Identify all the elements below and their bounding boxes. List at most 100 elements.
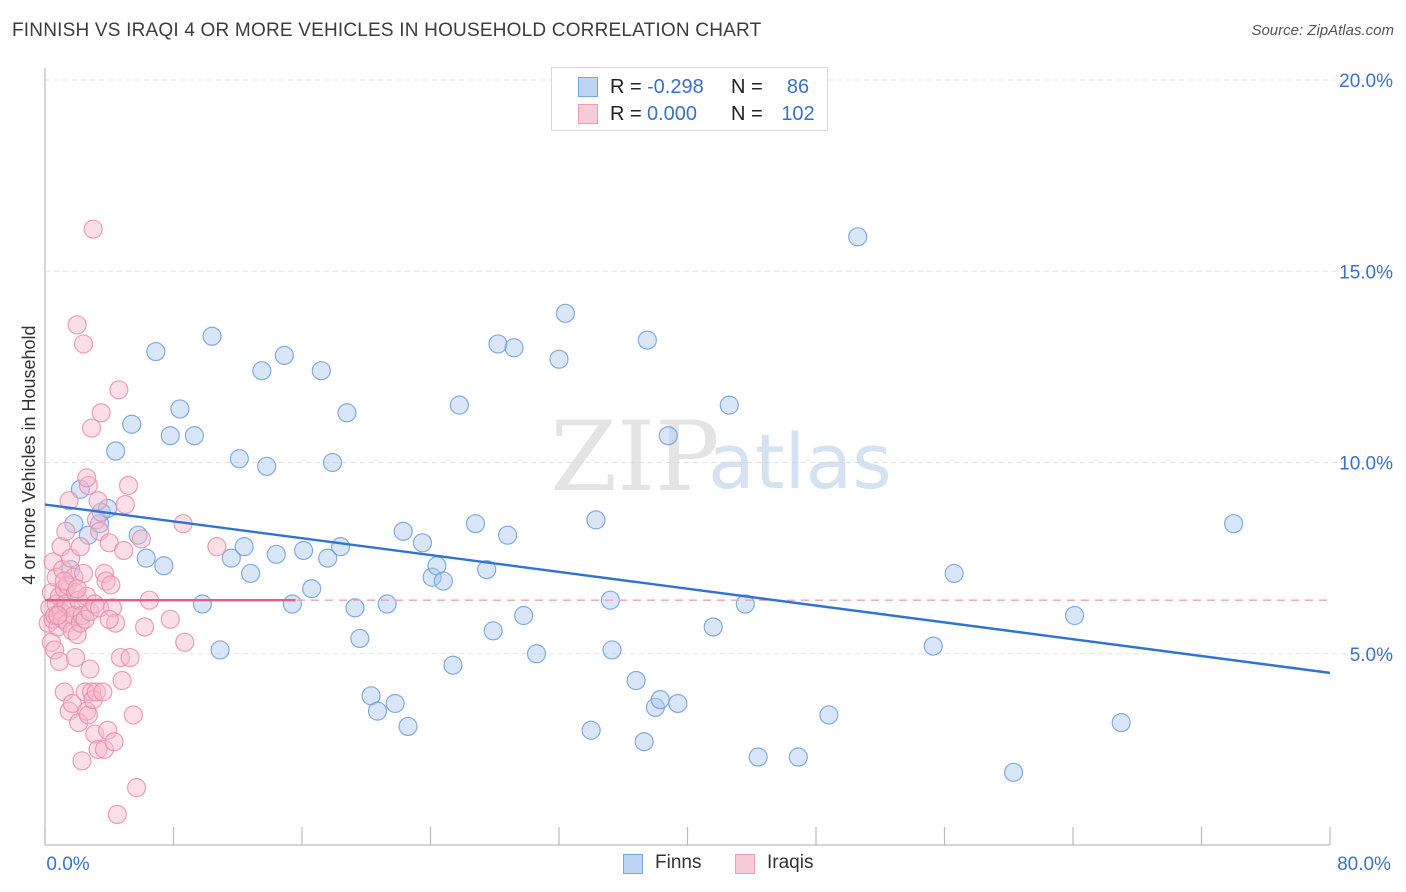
point-iraqis xyxy=(102,598,123,618)
point-finns xyxy=(650,690,670,710)
point-iraqis xyxy=(126,778,147,798)
y-tick-label: 5.0% xyxy=(1350,645,1393,666)
point-finns xyxy=(136,548,156,568)
point-finns xyxy=(581,720,601,740)
point-iraqis xyxy=(120,647,140,668)
point-iraqis xyxy=(78,705,98,725)
point-iraqis xyxy=(81,682,102,702)
point-iraqis xyxy=(104,732,124,752)
point-iraqis xyxy=(80,659,100,679)
point-finns xyxy=(210,640,230,660)
point-iraqis xyxy=(123,705,143,725)
point-finns xyxy=(848,227,868,247)
point-finns xyxy=(146,341,166,362)
legend-n-label: N = xyxy=(731,76,763,98)
point-finns xyxy=(719,395,739,415)
trend-line-finns xyxy=(44,503,1331,675)
legend-r-label: R = xyxy=(610,103,642,125)
point-iraqis xyxy=(131,529,151,549)
legend-label-iraqis: Iraqis xyxy=(767,852,814,873)
point-finns xyxy=(668,693,688,714)
watermark-zip: ZIP xyxy=(550,401,719,513)
point-finns xyxy=(412,533,433,553)
point-iraqis xyxy=(83,219,103,239)
point-iraqis xyxy=(88,739,108,759)
point-finns xyxy=(78,525,98,545)
legend-n-value: 102 xyxy=(781,103,815,125)
point-iraqis xyxy=(77,468,97,488)
y-axis-label: 4 or more Vehicles in Household xyxy=(19,325,39,584)
axes: 5.0% 10.0% 15.0% 20.0% xyxy=(44,68,1393,846)
point-finns xyxy=(64,514,84,534)
point-finns xyxy=(504,338,524,358)
point-iraqis xyxy=(98,720,118,740)
legend-swatch-finns xyxy=(623,854,643,874)
point-finns xyxy=(229,449,249,469)
point-finns xyxy=(923,636,943,656)
point-iraqis xyxy=(94,739,115,759)
point-finns xyxy=(602,640,622,660)
point-finns xyxy=(330,537,351,557)
point-iraqis xyxy=(54,682,74,702)
point-finns xyxy=(1065,605,1085,626)
point-finns xyxy=(555,303,576,323)
point-finns xyxy=(549,349,569,369)
point-finns xyxy=(433,571,453,591)
point-iraqis xyxy=(56,521,76,541)
point-finns xyxy=(234,537,254,557)
point-iraqis xyxy=(81,418,102,438)
point-finns xyxy=(322,452,343,473)
data-points xyxy=(38,219,1244,825)
point-finns xyxy=(735,594,755,614)
point-finns xyxy=(422,567,442,587)
point-finns xyxy=(514,605,534,626)
legend-swatch-iraqis xyxy=(578,104,598,124)
point-iraqis xyxy=(134,617,155,637)
y-tick-label: 10.0% xyxy=(1339,454,1393,475)
legend-n-value: 86 xyxy=(786,76,810,98)
point-finns xyxy=(526,644,547,664)
point-finns xyxy=(393,521,413,541)
point-finns xyxy=(1111,712,1131,733)
point-iraqis xyxy=(45,640,65,660)
point-finns xyxy=(658,426,678,446)
point-iraqis xyxy=(88,491,108,511)
point-finns xyxy=(302,579,322,599)
point-iraqis xyxy=(59,491,79,511)
legend-swatch-finns xyxy=(578,77,598,97)
point-iraqis xyxy=(73,334,94,354)
point-finns xyxy=(586,510,606,530)
point-iraqis xyxy=(114,540,134,561)
legend-r-label: R = xyxy=(610,76,642,98)
point-finns xyxy=(488,334,508,354)
x-tick-label-min: 0.0% xyxy=(46,854,89,875)
point-iraqis xyxy=(93,682,113,702)
point-iraqis xyxy=(48,605,68,626)
point-finns xyxy=(1224,514,1244,534)
point-finns xyxy=(703,617,723,637)
point-iraqis xyxy=(160,609,180,629)
point-finns xyxy=(367,701,388,721)
point-finns xyxy=(449,395,470,415)
point-iraqis xyxy=(67,625,87,645)
grid-lines xyxy=(45,79,1395,655)
point-finns xyxy=(252,361,272,381)
y-tick-label: 20.0% xyxy=(1339,71,1393,92)
point-finns xyxy=(443,655,463,675)
point-finns xyxy=(202,326,222,346)
point-iraqis xyxy=(109,380,129,400)
point-finns xyxy=(637,330,657,350)
source-label: Source: ZipAtlas.com xyxy=(1251,22,1394,39)
point-finns xyxy=(398,716,418,737)
trend-lines xyxy=(44,503,1331,675)
point-iraqis xyxy=(99,609,119,629)
point-finns xyxy=(626,670,646,691)
x-tick-label-max: 80.0% xyxy=(1337,854,1391,875)
point-iraqis xyxy=(85,724,105,744)
point-finns xyxy=(318,548,338,568)
y-tick-label: 15.0% xyxy=(1339,262,1393,283)
point-iraqis xyxy=(78,475,98,496)
point-finns xyxy=(483,621,503,641)
point-iraqis xyxy=(112,670,132,691)
point-finns xyxy=(160,426,180,446)
